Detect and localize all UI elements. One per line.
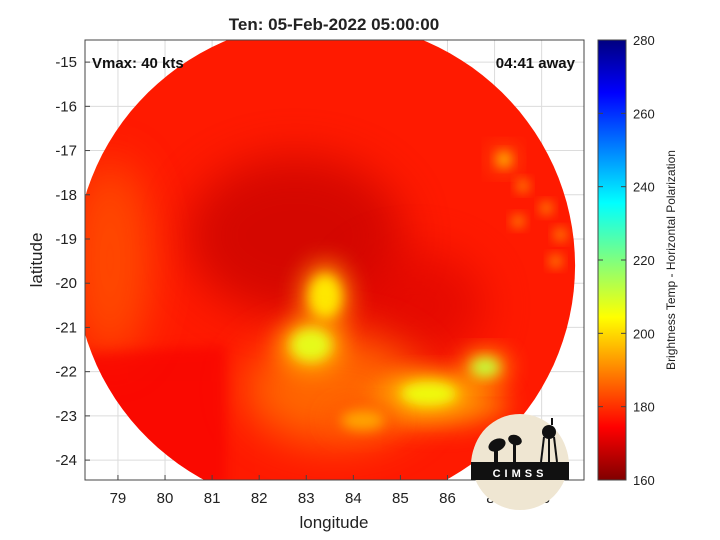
y-tick-label: -20	[55, 275, 77, 292]
x-tick-label: 82	[251, 490, 268, 507]
convective-cell	[554, 228, 567, 241]
x-tick-label: 81	[204, 490, 221, 507]
y-tick-label: -24	[55, 452, 77, 469]
y-tick-label: -19	[55, 231, 77, 248]
y-axis-label: latitude	[27, 233, 46, 288]
colorbar-tick-label: 200	[633, 326, 655, 341]
convective-cell	[512, 215, 525, 228]
convective-cell	[516, 179, 529, 192]
x-axis-label: longitude	[299, 513, 368, 532]
colorbar-tick-label: 240	[633, 180, 655, 195]
y-tick-label: -22	[55, 364, 77, 381]
colorbar-tick-label: 260	[633, 106, 655, 121]
y-tick-label: -15	[55, 54, 77, 71]
warm-feature	[496, 152, 511, 167]
axes-box	[84, 39, 585, 481]
warm-edge	[85, 160, 150, 360]
cold-region	[345, 250, 486, 361]
x-tick-label: 86	[439, 490, 456, 507]
x-tick-label: 85	[392, 490, 409, 507]
x-tick-label: 83	[298, 490, 315, 507]
warm-feature	[290, 329, 331, 362]
y-tick-label: -18	[55, 187, 77, 204]
x-tick-label: 79	[110, 490, 127, 507]
logo-text: CIMSS	[493, 468, 548, 480]
colorbar-label: Brightness Temp - Horizontal Polarizatio…	[664, 150, 678, 370]
y-tick-label: -17	[55, 143, 77, 160]
colorbar-tick-label: 180	[633, 400, 655, 415]
y-tick-labels: -15 -16 -17 -18 -19 -20 -21 -22 -23 -24	[55, 54, 77, 469]
convective-cell	[549, 255, 562, 268]
colorbar-tick-label: 160	[633, 473, 655, 488]
warm-feature	[471, 358, 500, 377]
x-tick-label: 84	[345, 490, 362, 507]
y-tick-label: -23	[55, 408, 77, 425]
y-tick-label: -21	[55, 319, 77, 336]
colorbar-tick-label: 220	[633, 253, 655, 268]
chart-title: Ten: 05-Feb-2022 05:00:00	[229, 15, 439, 34]
time-away-annotation: 04:41 away	[496, 55, 576, 72]
warm-feature	[340, 410, 385, 431]
warm-feature	[309, 274, 342, 319]
y-tick-label: -16	[55, 98, 77, 115]
cimss-logo: CIMSS	[471, 414, 569, 510]
cold-region	[185, 155, 406, 316]
convective-cell	[540, 202, 553, 215]
vmax-annotation: Vmax: 40 kts	[92, 55, 184, 72]
colorbar-tick-label: 280	[633, 33, 655, 48]
satellite-swath	[85, 40, 576, 480]
warm-feature	[400, 381, 457, 406]
x-tick-label: 80	[157, 490, 174, 507]
colorbar-ticks: 280 260 240 220 200 180 160	[598, 33, 655, 488]
